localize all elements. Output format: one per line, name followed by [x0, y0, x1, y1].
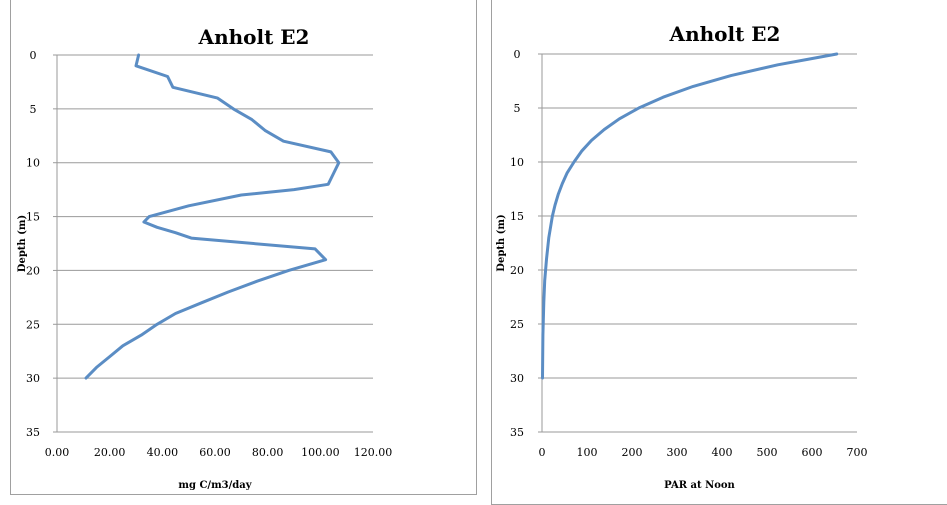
y-axis-label: Depth (m): [496, 214, 507, 271]
x-tick-label: 120.00: [354, 446, 393, 459]
y-tick-label: 5: [30, 103, 37, 116]
y-tick-label: 10: [510, 156, 524, 169]
chart-panel-right: Anholt E2 0 5 10 15 20 25 30 35 0 100 200 300 400 500 6…: [491, 0, 947, 505]
x-tick-label: 20.00: [94, 446, 126, 459]
x-tick-label: 400: [712, 446, 733, 459]
y-tick-label: 25: [510, 318, 524, 331]
y-tick-label: 10: [26, 157, 40, 170]
x-tick-label: 200: [622, 446, 643, 459]
y-tick-label: 25: [26, 318, 40, 331]
x-axis-label: PAR at Noon: [664, 480, 735, 491]
chart-title: Anholt E2: [198, 25, 310, 49]
y-tick-label: 20: [26, 264, 40, 277]
productivity-chart: Anholt E2 0 5 10 15 20 25 30 35 0.00 20.00 40.00 60.…: [17, 25, 393, 491]
x-tick-label: 700: [847, 446, 868, 459]
y-tick-label: 0: [514, 48, 521, 61]
y-tick-label: 15: [510, 210, 524, 223]
x-tick-label: 100: [577, 446, 598, 459]
x-tick-label: 60.00: [199, 446, 231, 459]
par-chart: Anholt E2 0 5 10 15 20 25 30 35 0 100 200 300 400 500 6…: [496, 22, 868, 491]
y-tick-label: 0: [30, 49, 37, 62]
x-tick-label: 600: [802, 446, 823, 459]
y-tick-label: 20: [510, 264, 524, 277]
chart-title: Anholt E2: [669, 22, 781, 46]
x-tick-label: 40.00: [147, 446, 179, 459]
y-tick-label: 15: [26, 211, 40, 224]
y-axis-label: Depth (m): [17, 215, 28, 272]
x-tick-label: 0.00: [45, 446, 70, 459]
y-tick-label: 30: [26, 372, 40, 385]
y-tick-label: 35: [510, 426, 524, 439]
x-tick-label: 80.00: [252, 446, 284, 459]
x-tick-label: 500: [757, 446, 778, 459]
x-axis-label: mg C/m3/day: [178, 480, 252, 491]
x-tick-label: 0: [539, 446, 546, 459]
y-tick-label: 30: [510, 372, 524, 385]
x-tick-label: 100.00: [301, 446, 340, 459]
series-line: [84, 53, 341, 380]
y-tick-label: 35: [26, 426, 40, 439]
x-tick-label: 300: [667, 446, 688, 459]
y-tick-label: 5: [514, 102, 521, 115]
series-line: [541, 52, 839, 380]
chart-panel-left: Anholt E2 0 5 10 15 20 25 30 35 0.00 20.00 40.00 60.…: [10, 0, 477, 495]
